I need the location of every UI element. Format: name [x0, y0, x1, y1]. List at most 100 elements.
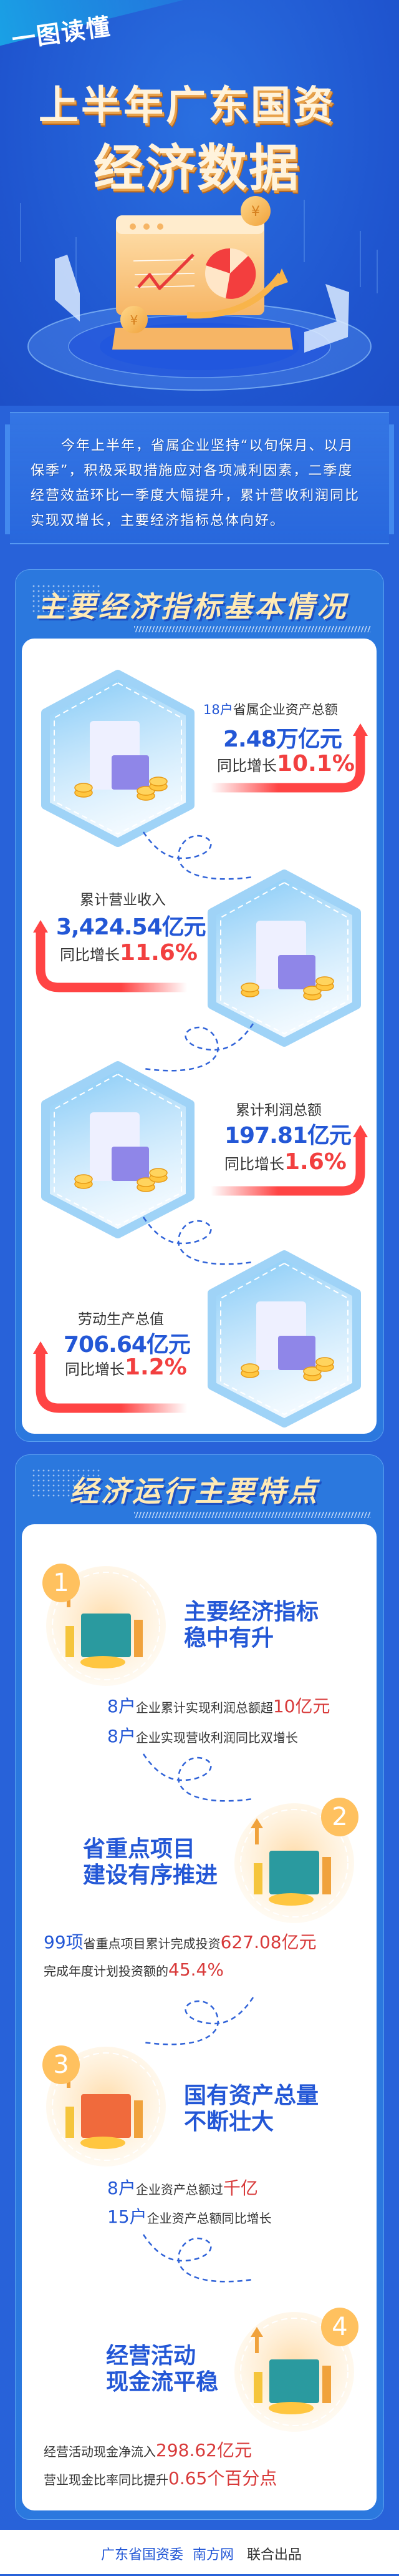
count: 8户 — [107, 2178, 136, 2198]
dashed-outline — [52, 1572, 160, 1680]
dashed-outline — [54, 682, 182, 835]
heading-line: 省重点项目 — [83, 1836, 196, 1862]
dot-pattern — [31, 584, 100, 614]
page-title-line2: 经济数据 — [94, 139, 300, 197]
dashed-connector — [142, 2234, 253, 2283]
indicator-assets-value: 2.48万亿元 — [223, 727, 342, 752]
feature-heading: 省重点项目 建设有序推进 — [83, 1836, 218, 1889]
intro-line: 经营效益环比一季度大幅提升，累计营收利润同比 — [31, 488, 360, 504]
highlight: 298.62亿元 — [156, 2440, 252, 2461]
dashed-connector — [142, 1753, 253, 1802]
hero-banner: ¥ ¥ 一图读懂 上半年广东国资 经济数据 — [0, 0, 399, 406]
intro-line: 保季”，积极采取措施应对各项减利因素，二季度 — [31, 463, 353, 479]
indicator-profit-growth: 同比增长1.6% — [224, 1149, 347, 1175]
indicator-revenue-value: 3,424.54亿元 — [56, 914, 206, 940]
growth-arrow-icon — [33, 1341, 187, 1413]
svg-text:¥: ¥ — [251, 204, 260, 220]
growth-value: 10.1% — [277, 751, 355, 776]
floating-panel-right — [304, 284, 349, 353]
frame-edge — [5, 424, 10, 534]
illustration-objects — [251, 2327, 331, 2414]
feature-line: 8户企业实现营收利润同比双增长 — [107, 1723, 298, 1748]
growth-label: 同比增长 — [217, 757, 277, 775]
footer-credits: 广东省国资委 南方网 联合出品 — [101, 2544, 302, 2564]
illustration-objects — [74, 721, 168, 801]
indicator-label: 省属企业资产总额 — [233, 702, 338, 717]
text: 企业资产总额同比增长 — [147, 2211, 272, 2226]
monitor-base — [112, 328, 293, 350]
org-name: 南方网 — [193, 2547, 234, 2563]
growth-label: 同比增长 — [65, 1361, 125, 1378]
growth-arrow-icon — [211, 1125, 368, 1196]
indicator-assets-growth: 同比增长10.1% — [217, 751, 355, 776]
indicator-productivity-growth: 同比增长1.2% — [65, 1354, 187, 1380]
growth-label: 同比增长 — [224, 1155, 284, 1173]
frame-edge — [389, 424, 394, 534]
indicator-profit-value: 197.81亿元 — [224, 1123, 352, 1148]
hero-illustration: ¥ ¥ — [20, 196, 378, 391]
org-name: 广东省国资委 — [101, 2547, 184, 2563]
dashed-outline — [220, 881, 349, 1035]
highlight: 0.65个百分点 — [168, 2468, 277, 2489]
arrow-up-icon — [274, 268, 288, 287]
text: 企业资产总额过 — [135, 2182, 223, 2197]
growth-arrow-icon — [211, 723, 368, 793]
intro-line: 今年上半年，省属企业坚持“以旬保月、以月 — [61, 438, 354, 454]
illustration-objects — [251, 1818, 331, 1906]
dashed-outline — [240, 1809, 349, 1917]
heading-line: 现金流平稳 — [106, 2369, 219, 2395]
count: 8户 — [107, 1696, 136, 1717]
text: 企业实现营收利润同比双增长 — [135, 1730, 298, 1745]
indicator-productivity-value: 706.64亿元 — [64, 1332, 191, 1358]
growth-value: 11.6% — [120, 940, 198, 966]
indicator-profit-label: 累计利润总额 — [236, 1102, 322, 1119]
yuan-coin-icon — [120, 306, 148, 333]
dashed-connector — [142, 831, 253, 880]
credit-suffix: 联合出品 — [247, 2547, 302, 2563]
heading-line: 国有资产总量 — [184, 2083, 319, 2108]
heading-line: 不断壮大 — [184, 2109, 274, 2135]
feature-number-badge: 1 — [42, 1564, 80, 1602]
floating-panel-left — [55, 255, 80, 321]
dashed-outline — [52, 2052, 160, 2161]
illustration-objects — [241, 1301, 334, 1381]
feature-line: 完成年度计划投资额的45.4% — [44, 1959, 224, 1980]
svg-text:¥: ¥ — [130, 313, 138, 328]
heading-line: 建设有序推进 — [83, 1863, 218, 1888]
section-title-indicators: 主要经济指标基本情况 — [36, 590, 348, 624]
section-title-features: 经济运行主要特点 — [70, 1474, 319, 1508]
text: 完成年度计划投资额的 — [44, 1964, 168, 1979]
text: 营业现金比率同比提升 — [44, 2472, 168, 2487]
dashed-connector — [142, 1217, 253, 1265]
text: 企业累计实现利润总额超 — [135, 1700, 273, 1715]
feature-line: 8户企业累计实现利润总额超10亿元 — [107, 1693, 330, 1718]
indicator-revenue-growth: 同比增长11.6% — [60, 940, 198, 966]
growth-label: 同比增长 — [60, 946, 120, 964]
indicator-productivity-label: 劳动生产总值 — [78, 1311, 164, 1328]
heading-line: 主要经济指标 — [184, 1599, 319, 1625]
heading-line: 稳中有升 — [184, 1625, 274, 1651]
feature-number-badge: 3 — [42, 2045, 80, 2084]
dashed-connector — [143, 1023, 254, 1072]
highlight: 45.4% — [168, 1959, 224, 1980]
count: 15户 — [107, 2206, 147, 2227]
feature-line: 99项省重点项目累计完成投资627.08亿元 — [44, 1929, 317, 1954]
text: 经营活动现金净流入 — [44, 2444, 156, 2459]
illustration-objects — [241, 921, 334, 1001]
indicator-revenue-label: 累计营业收入 — [80, 892, 166, 908]
text: 省重点项目累计完成投资 — [83, 1936, 221, 1951]
feature-number-badge: 2 — [321, 1798, 358, 1836]
feature-line: 15户企业资产总额同比增长 — [107, 2203, 272, 2228]
illustration-objects — [74, 1112, 168, 1192]
page-title-line1: 上半年广东国资 — [39, 83, 335, 129]
growth-value: 1.6% — [284, 1149, 347, 1175]
feature-heading: 主要经济指标 稳中有升 — [184, 1599, 319, 1652]
trend-line-icon — [137, 253, 195, 290]
heading-line: 经营活动 — [106, 2343, 196, 2369]
feature-heading: 国有资产总量 不断壮大 — [184, 2083, 319, 2135]
dashed-outline — [54, 1073, 182, 1227]
growth-arrow-icon — [33, 920, 187, 992]
dashed-outline — [220, 1262, 349, 1416]
pie-chart-icon — [226, 256, 256, 299]
